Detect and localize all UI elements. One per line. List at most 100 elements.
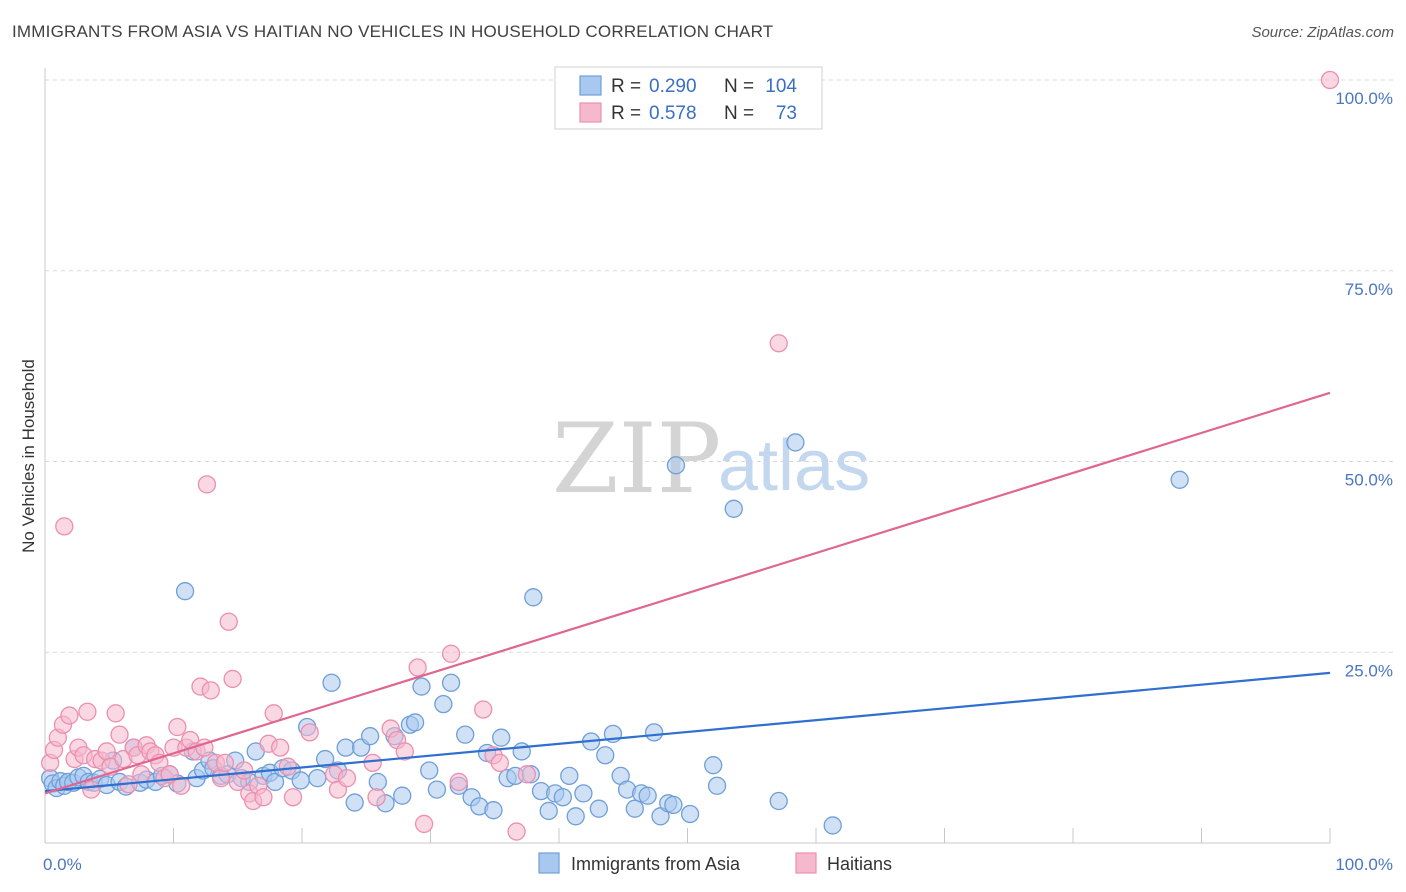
stats-box: R = 0.290 N = 104 R = 0.578 N = 73 <box>554 66 823 130</box>
immigrants-point <box>175 582 195 601</box>
immigrants-point <box>345 793 364 812</box>
haitians-point <box>449 772 468 792</box>
immigrants-point <box>434 694 453 714</box>
haitians-point <box>201 681 220 700</box>
stats-r-label: R = <box>611 103 641 124</box>
haitians-point <box>1320 70 1340 90</box>
haitians-point <box>168 717 187 737</box>
haitians-point <box>78 702 97 721</box>
haitians-point <box>197 475 217 494</box>
y-tick-label: 50.0% <box>1345 471 1393 490</box>
haitians-point <box>517 765 537 784</box>
immigrants-point <box>574 784 593 803</box>
haitians-point <box>211 768 231 788</box>
immigrants-point <box>823 816 842 835</box>
immigrants-point <box>553 788 573 807</box>
haitians-point <box>507 822 526 841</box>
immigrants-point <box>427 780 447 799</box>
haitians-point <box>55 517 74 536</box>
legend-label-immigrants: Immigrants from Asia <box>571 854 741 874</box>
haitians-point <box>215 753 235 773</box>
haitians-point <box>278 757 298 776</box>
immigrants-point <box>596 746 615 765</box>
immigrants-point <box>644 723 664 742</box>
immigrants-point <box>724 499 743 518</box>
immigrants-point <box>484 801 503 820</box>
trend-line-immigrants <box>44 671 1331 793</box>
immigrants-point <box>625 799 644 818</box>
immigrants-point <box>666 456 686 475</box>
haitians-point <box>395 742 414 761</box>
haitians-point <box>235 761 254 780</box>
haitians-point <box>283 788 303 807</box>
y-tick-label: 25.0% <box>1345 661 1393 680</box>
immigrants-point <box>368 772 387 792</box>
stats-r-value: 0.290 <box>649 76 697 97</box>
haitians-point <box>223 669 242 689</box>
haitians-point <box>106 704 125 723</box>
immigrants-point <box>1170 470 1189 489</box>
stats-swatch-pink <box>579 102 602 123</box>
haitians-point <box>60 706 79 725</box>
immigrants-point <box>560 766 579 786</box>
immigrants-point <box>638 786 657 805</box>
immigrants-point <box>441 673 461 692</box>
immigrants-point <box>704 756 723 775</box>
immigrants-point <box>589 799 608 818</box>
immigrants-point <box>769 791 788 811</box>
immigrants-point <box>524 588 543 607</box>
haitians-point <box>490 753 510 773</box>
haitians-point <box>271 738 290 757</box>
immigrants-point <box>315 749 335 769</box>
source-label: Source: ZipAtlas.com <box>1251 24 1394 41</box>
x-tick-label: 0.0% <box>43 855 82 874</box>
haitians-point <box>441 644 461 663</box>
x-tick-label: 100.0% <box>1335 855 1393 874</box>
chart-title: IMMIGRANTS FROM ASIA VS HAITIAN NO VEHIC… <box>12 22 774 41</box>
stats-n-value: 73 <box>776 103 797 124</box>
immigrants-point <box>786 433 805 452</box>
haitians-point <box>132 765 151 784</box>
immigrants-point <box>360 727 380 746</box>
immigrants-point <box>707 776 727 795</box>
immigrants-point <box>680 804 700 824</box>
immigrants-point <box>336 738 355 757</box>
haitians-point <box>110 725 129 744</box>
immigrants-point <box>420 761 439 780</box>
watermark-zip: ZIP <box>552 403 721 515</box>
haitians-point <box>219 612 238 631</box>
immigrants-point <box>308 768 327 788</box>
watermark: ZIP atlas <box>552 403 870 515</box>
trend-line-haitians <box>44 391 1331 795</box>
immigrants-point <box>566 807 585 826</box>
y-tick-label: 75.0% <box>1345 280 1393 299</box>
haitians-point <box>300 723 319 742</box>
haitians-point <box>172 776 191 795</box>
x-tick-labels: 0.0% 100.0% <box>43 855 1393 874</box>
immigrants-point <box>664 795 683 814</box>
haitians-point <box>82 780 101 799</box>
stats-n-label: N = <box>724 76 754 97</box>
legend-label-haitians: Haitians <box>827 854 892 874</box>
haitians-point <box>474 700 493 719</box>
series-haitians-points <box>40 70 1340 841</box>
immigrants-point <box>412 677 431 696</box>
stats-r-label: R = <box>611 76 641 97</box>
stats-n-label: N = <box>724 103 754 124</box>
immigrants-point <box>405 713 425 732</box>
haitians-point <box>97 742 116 761</box>
immigrants-point <box>539 801 558 821</box>
legend: Immigrants from Asia Haitians <box>538 852 892 874</box>
immigrants-point <box>512 742 531 761</box>
legend-swatch-blue <box>538 852 560 874</box>
trend-lines <box>44 391 1331 795</box>
immigrants-point <box>322 673 341 692</box>
y-tick-label: 100.0% <box>1335 89 1393 108</box>
immigrants-point <box>291 771 310 790</box>
stats-r-value: 0.578 <box>649 103 697 124</box>
y-axis-label: No Vehicles in Household <box>19 359 38 553</box>
stats-n-value: 104 <box>765 76 797 97</box>
haitians-point <box>769 334 788 353</box>
haitians-point <box>414 814 434 834</box>
